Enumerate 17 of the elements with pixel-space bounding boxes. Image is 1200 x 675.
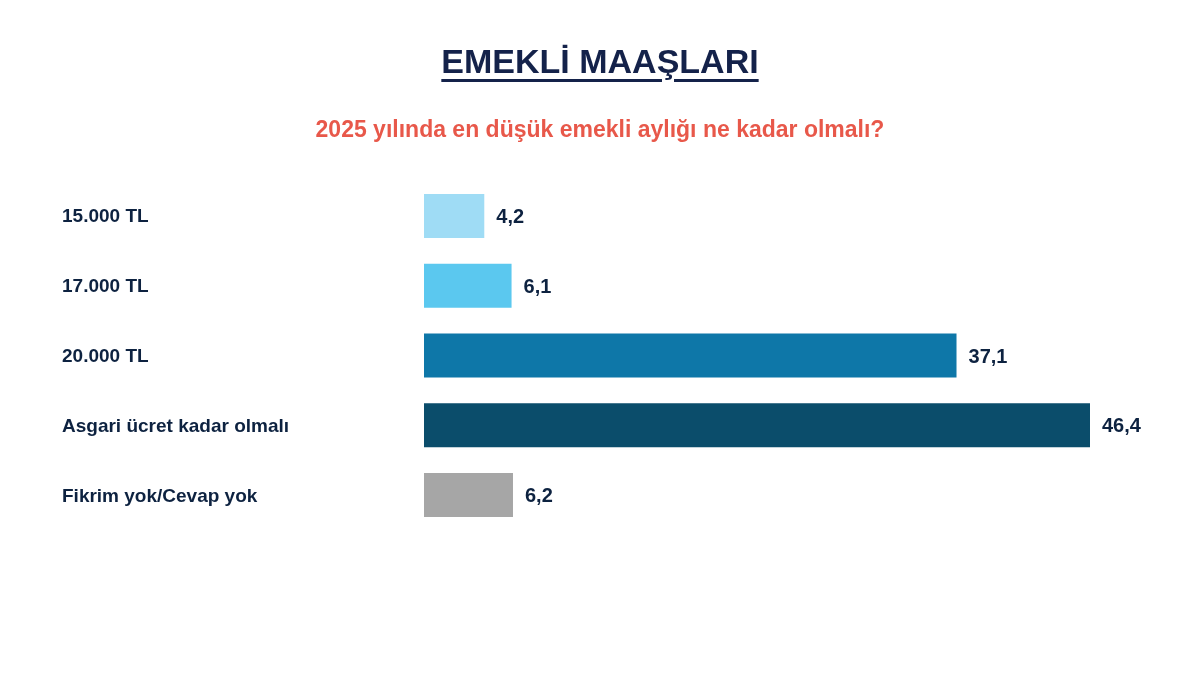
chart-subtitle: 2025 yılında en düşük emekli aylığı ne kadar olmalı?: [314, 116, 886, 143]
chart-title: EMEKLİ MAAŞLARI: [440, 42, 760, 81]
data-label: 37,1: [968, 344, 1008, 367]
y-tick-label: 17.000 TL: [62, 275, 149, 297]
y-tick-label: Fikrim yok/Cevap yok: [62, 484, 258, 506]
y-tick-label: Asgari ücret kadar olmalı: [62, 414, 290, 436]
bar: [424, 263, 512, 308]
data-label: 6,1: [523, 274, 552, 297]
y-tick-label: 20.000 TL: [62, 345, 149, 366]
bar: [424, 333, 957, 378]
bar: [424, 473, 513, 518]
data-label: 6,2: [524, 484, 553, 507]
data-label: 46,4: [1102, 414, 1142, 437]
data-label: 4,2: [496, 204, 525, 227]
bar: [424, 403, 1090, 448]
bar: [424, 193, 485, 238]
y-tick-label: 15.000 TL: [62, 205, 149, 227]
